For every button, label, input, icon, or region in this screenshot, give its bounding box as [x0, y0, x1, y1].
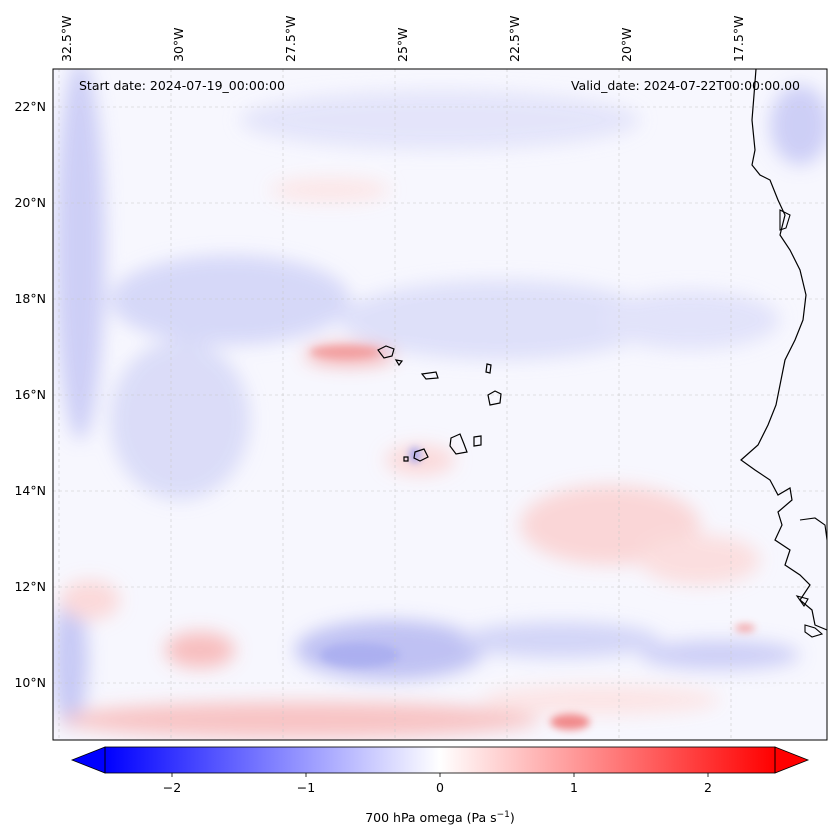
lat-label: 18°N	[14, 291, 46, 306]
lat-label: 14°N	[14, 483, 46, 498]
map-frame	[52, 68, 828, 741]
lat-label: 12°N	[14, 579, 46, 594]
graticule	[53, 69, 827, 740]
lon-label: 32.5°W	[59, 15, 74, 62]
colorbar-tick: −2	[163, 780, 181, 795]
lat-label: 10°N	[14, 675, 46, 690]
lat-label: 16°N	[14, 387, 46, 402]
africa-coastline	[740, 69, 827, 631]
lon-label: 20°W	[619, 27, 634, 62]
start-date-label: Start date: 2024-07-19_00:00:00	[79, 78, 285, 93]
valid-date-label: Valid_date: 2024-07-22T00:00:00.00	[570, 78, 800, 93]
colorbar-label: 700 hPa omega (Pa s−1)	[365, 810, 515, 825]
lon-label: 27.5°W	[283, 15, 298, 62]
colorbar-tick: 2	[704, 780, 712, 795]
lon-label: 17.5°W	[731, 15, 746, 62]
lat-label: 22°N	[14, 99, 46, 114]
lon-label: 30°W	[171, 27, 186, 62]
colorbar-tick: 0	[436, 780, 444, 795]
lat-label: 20°N	[14, 195, 46, 210]
omega-field	[53, 69, 827, 740]
cape-verde-islands	[377, 345, 502, 462]
colorbar-tick: −1	[297, 780, 315, 795]
lon-label: 25°W	[395, 27, 410, 62]
lon-label: 22.5°W	[507, 15, 522, 62]
colorbar: −2 −1 0 1 2 700 hPa omega (Pa s−1)	[70, 746, 810, 825]
colorbar-tick: 1	[570, 780, 578, 795]
